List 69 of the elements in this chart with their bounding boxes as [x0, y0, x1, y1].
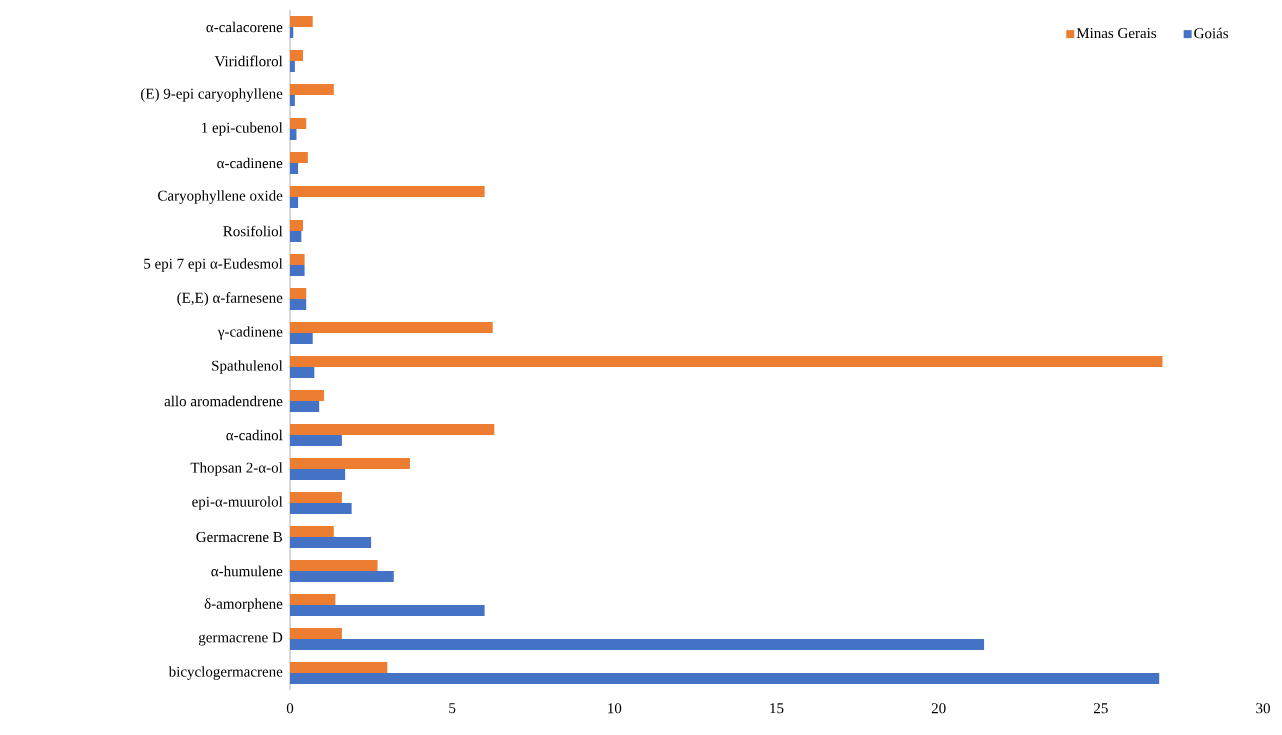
bar — [290, 367, 315, 378]
y-tick-label: 5 epi 7 epi α-Eudesmol — [144, 258, 283, 272]
bar — [290, 15, 313, 27]
y-tick-label: δ-amorphene — [204, 598, 283, 612]
bar — [290, 26, 294, 38]
y-tick-label: (E,E) α-farnesene — [177, 292, 283, 306]
x-tick-label: 15 — [770, 703, 784, 714]
y-tick-label: α-cadinene — [217, 157, 283, 169]
bar — [290, 162, 299, 174]
bar — [290, 265, 305, 276]
bar — [290, 60, 295, 72]
bar — [290, 560, 378, 571]
bar — [290, 639, 985, 650]
legend-label: Goiás — [1194, 27, 1229, 39]
y-tick-label: bicyclogermacrene — [168, 666, 283, 680]
x-tick-label: 30 — [1256, 703, 1270, 714]
y-tick-label: γ-cadinene — [217, 326, 283, 340]
bar — [290, 662, 388, 673]
x-tick-label: 25 — [1094, 703, 1108, 714]
y-tick-label: Caryophyllene oxide — [158, 190, 283, 204]
bar — [290, 322, 493, 333]
x-tick-label: 5 — [449, 703, 456, 714]
bar — [290, 605, 485, 616]
y-tick-label: Germacrene B — [196, 531, 283, 543]
bar — [290, 254, 305, 265]
bar — [290, 128, 297, 140]
y-tick-label: Viridiflorol — [214, 55, 283, 67]
bar — [290, 299, 307, 310]
y-tick-label: germacrene D — [198, 632, 283, 646]
bar — [290, 492, 342, 503]
bar — [290, 390, 325, 401]
x-tick-label: 20 — [931, 703, 946, 714]
y-tick-label: allo aromadendrene — [164, 395, 283, 407]
bar — [290, 435, 342, 446]
bar — [290, 469, 346, 480]
bar — [290, 503, 352, 514]
y-tick-label: (E) 9-epi caryophyllene — [141, 88, 283, 102]
bar — [290, 94, 295, 106]
bar — [290, 288, 307, 299]
y-tick-label: Rosifoliol — [223, 225, 283, 237]
bar — [290, 571, 394, 582]
y-tick-label: Thopsan 2-α-ol — [190, 462, 283, 476]
bar — [290, 49, 303, 61]
bar — [290, 356, 1163, 367]
bar — [290, 230, 302, 242]
y-tick-label: 1 epi-cubenol — [202, 122, 283, 136]
y-tick-label: α-humulene — [211, 565, 283, 577]
bar — [290, 83, 334, 95]
bar — [290, 219, 303, 231]
bar — [290, 196, 299, 208]
x-tick-label: 0 — [286, 703, 294, 714]
bar — [290, 458, 411, 469]
y-tick-label: α-calacorene — [206, 21, 283, 33]
bar — [290, 537, 372, 548]
bar — [290, 185, 485, 197]
bar — [290, 673, 1160, 684]
bar — [290, 401, 320, 412]
bar — [290, 333, 313, 344]
bar — [290, 151, 308, 163]
legend-label: Minas Gerais — [1076, 28, 1157, 39]
bar — [290, 628, 342, 639]
bar — [290, 526, 334, 537]
x-tick-label: 10 — [608, 703, 622, 714]
y-tick-label: epi-α-muurolol — [192, 496, 283, 510]
y-tick-label: Spathulenol — [212, 360, 283, 374]
bar — [290, 594, 336, 605]
bar — [290, 117, 307, 129]
y-tick-label: α-cadinol — [226, 429, 283, 441]
bar — [290, 424, 495, 435]
